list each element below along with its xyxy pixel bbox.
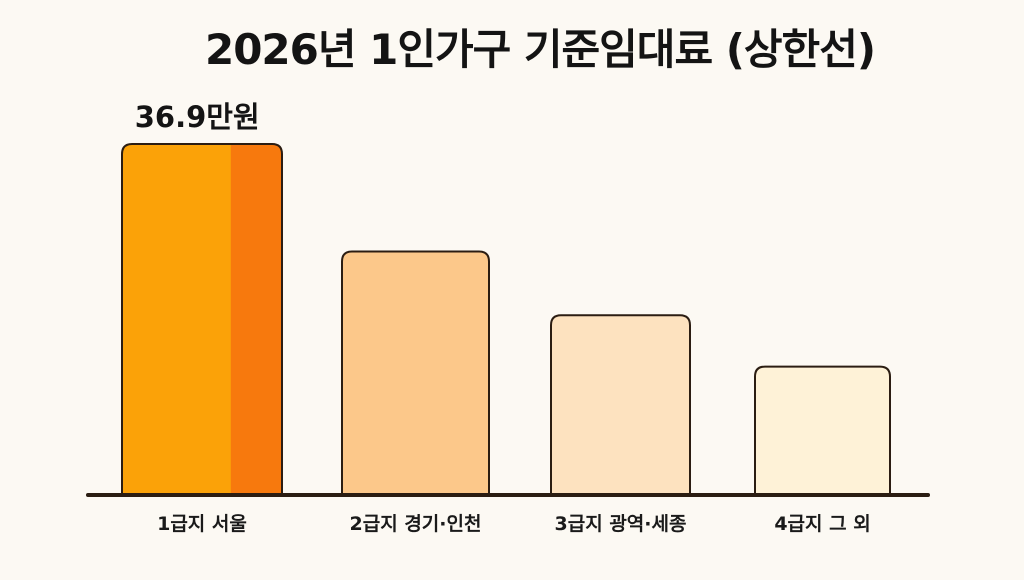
category-label: 4급지 그 외	[774, 513, 870, 535]
bar	[550, 314, 691, 496]
bar	[754, 365, 891, 496]
category-label: 3급지 광역·세종	[555, 513, 687, 535]
category-label: 2급지 경기·인천	[350, 513, 482, 535]
bar-group-4: 4급지 그 외	[754, 365, 891, 535]
bar-group-2: 2급지 경기·인천	[341, 250, 490, 535]
bar-outline	[121, 143, 283, 496]
bar-value-label: 36.9만원	[135, 100, 260, 134]
bar-group-1: 36.9만원 1급지 서울	[121, 100, 283, 535]
category-label: 1급지 서울	[157, 513, 247, 535]
chart-title: 2026년 1인가구 기준임대료 (상한선)	[204, 25, 876, 74]
bar-group-3: 3급지 광역·세종	[550, 314, 691, 535]
bar	[341, 250, 490, 496]
bar-shade	[230, 144, 282, 495]
